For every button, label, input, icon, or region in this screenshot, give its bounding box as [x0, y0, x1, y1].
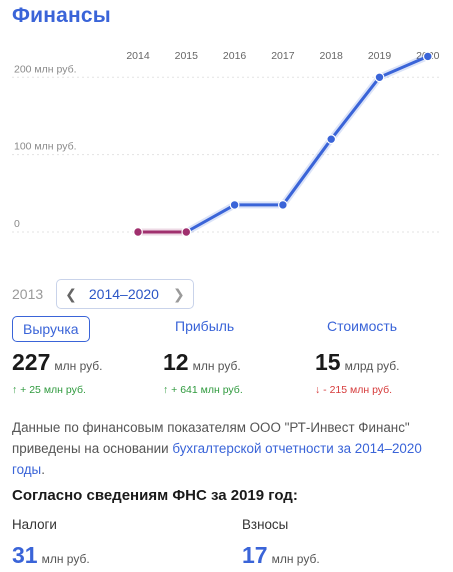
data-source-note: Данные по финансовым показателям ООО "РТ…	[12, 417, 444, 480]
chevron-left-icon[interactable]: ❮	[65, 285, 77, 302]
note-end: .	[41, 462, 45, 477]
contributions-unit: млн руб.	[271, 552, 320, 566]
x-tick-label: 2019	[368, 50, 392, 62]
tax-unit: млн руб.	[41, 552, 90, 566]
metric-profit: 12 млн руб. ↑ + 641 млн руб.	[163, 349, 243, 396]
prev-year-link[interactable]: 2013	[12, 286, 44, 302]
tab-profit[interactable]: Прибыль	[175, 318, 235, 334]
metric-unit: млрд руб.	[344, 359, 400, 373]
data-point	[229, 200, 240, 210]
metric-tabs: Выручка Прибыль Стоимость	[12, 316, 442, 346]
y-tick-label: 200 млн руб.	[14, 63, 77, 75]
metric-value: 227	[12, 349, 51, 375]
note-text: Данные по финансовым показателям ООО "РТ…	[12, 420, 410, 456]
data-point	[326, 134, 337, 145]
x-tick-label: 2015	[175, 50, 199, 62]
data-point	[278, 200, 288, 210]
x-tick-label: 2014	[126, 50, 150, 62]
metric-value: 12	[163, 349, 189, 375]
year-navigation: 2013 ❮ 2014–2020 ❯	[12, 279, 194, 309]
x-tick-label: 2016	[223, 50, 247, 62]
metric-delta: ↓ - 215 млн руб.	[315, 384, 393, 396]
tax-label: Налоги	[12, 517, 57, 532]
metric-delta: ↑ + 641 млн руб.	[163, 384, 243, 396]
section-title: Финансы	[12, 4, 111, 27]
x-tick-label: 2017	[271, 50, 295, 62]
series-line-segment	[329, 75, 381, 141]
metric-unit: млн руб.	[192, 359, 241, 373]
year-range-label: 2014–2020	[88, 286, 159, 302]
accounting-report-link[interactable]: бухгалтерской отчетности за 2014–2020 го…	[12, 441, 422, 477]
series-line-segment	[184, 203, 237, 234]
contributions-label: Взносы	[242, 517, 289, 532]
metric-value-cost: 15 млрд руб. ↓ - 215 млн руб.	[315, 349, 399, 396]
revenue-line-chart: 0 100 млн руб. 200 млн руб. 2014 2015 2016 201…	[12, 50, 442, 237]
data-point	[133, 227, 143, 237]
fns-title: Согласно сведениям ФНС за 2019 год:	[12, 487, 298, 504]
data-point	[181, 227, 192, 237]
y-tick-label: 0	[14, 218, 20, 230]
data-point	[422, 51, 433, 62]
y-tick-label: 100 млн руб.	[14, 141, 77, 153]
tab-value[interactable]: Стоимость	[327, 318, 398, 334]
series-line-segment	[281, 137, 333, 207]
metric-revenue: 227 млн руб. ↑ + 25 млн руб.	[12, 349, 102, 396]
chevron-right-icon[interactable]: ❯	[172, 285, 185, 302]
series-line-segment	[378, 54, 430, 79]
x-tick-label: 2018	[320, 50, 344, 62]
tab-revenue[interactable]: Выручка	[12, 316, 90, 342]
contributions-value: 17	[242, 542, 268, 568]
fns-contributions: Взносы 17 млн руб.	[242, 517, 320, 569]
data-point	[374, 72, 385, 83]
fns-taxes: Налоги 31 млн руб.	[12, 517, 90, 569]
metric-unit: млн руб.	[54, 359, 103, 373]
metric-value: 15	[315, 349, 341, 375]
metric-delta: ↑ + 25 млн руб.	[12, 384, 86, 396]
year-range-selector: ❮ 2014–2020 ❯	[56, 279, 194, 309]
tax-value: 31	[12, 542, 38, 568]
